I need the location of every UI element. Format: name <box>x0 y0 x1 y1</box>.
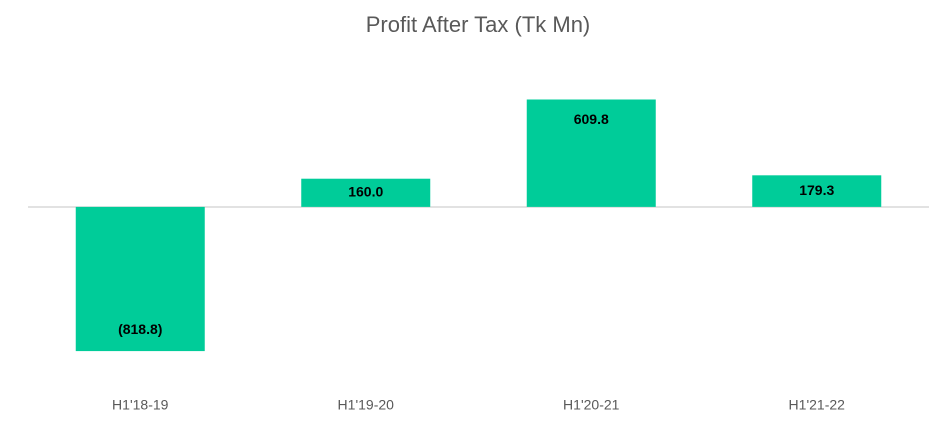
bar <box>75 206 205 352</box>
bar <box>301 178 431 207</box>
x-tick-label: H1'20-21 <box>563 397 620 413</box>
value-label: 160.0 <box>348 184 383 200</box>
bar <box>526 99 656 207</box>
x-tick-label: H1'18-19 <box>112 397 169 413</box>
bar <box>752 175 882 207</box>
value-label: (818.8) <box>118 321 162 337</box>
value-label: 609.8 <box>574 111 609 127</box>
value-label: 179.3 <box>799 182 834 198</box>
chart-title: Profit After Tax (Tk Mn) <box>366 12 591 37</box>
x-tick-label: H1'21-22 <box>789 397 846 413</box>
x-tick-label: H1'19-20 <box>338 397 395 413</box>
